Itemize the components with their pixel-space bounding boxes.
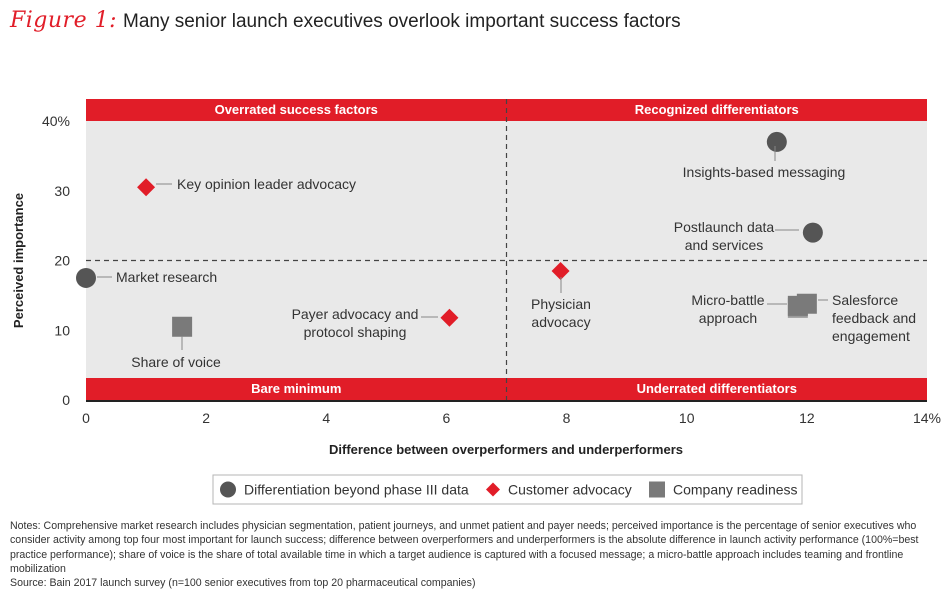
legend-label: Differentiation beyond phase III data [244, 482, 469, 498]
data-point-label-line: approach [699, 310, 757, 326]
data-point-label: Share of voice [131, 354, 221, 370]
x-tick-label: 0 [82, 410, 90, 426]
y-axis-title: Perceived importance [11, 193, 26, 328]
data-point-label-line: Market research [116, 269, 217, 285]
data-point-label: Salesforce feedback and engagement [832, 292, 916, 344]
legend-label: Customer advocacy [508, 482, 632, 498]
data-point-circle [802, 222, 823, 243]
data-point-label: Micro-battle approach [691, 292, 764, 326]
quadrant-label-top-left: Overrated success factors [215, 102, 378, 117]
legend-marker-diamond [486, 482, 500, 497]
legend-marker-square [649, 481, 665, 498]
data-point-label-line: Salesforce [832, 292, 898, 308]
x-tick-label: 4 [322, 410, 330, 426]
data-point-circle [76, 267, 96, 288]
data-point-label-line: advocacy [531, 314, 590, 330]
data-point-label-line: protocol shaping [304, 324, 407, 340]
data-point-diamond [137, 178, 156, 197]
data-point-diamond [551, 261, 570, 280]
data-point-label: Insights-based messaging [683, 164, 846, 180]
y-tick-label: 40% [42, 113, 70, 129]
notes-block: Notes: Comprehensive market research inc… [10, 519, 940, 590]
data-point-label-line: feedback and [832, 310, 916, 326]
y-tick-label: 10 [54, 322, 70, 338]
data-point-label-line: Key opinion leader advocacy [177, 176, 356, 192]
x-tick-label: 12 [799, 410, 815, 426]
legend-box [212, 474, 803, 505]
x-axis-title: Difference between overperformers and un… [329, 442, 683, 457]
data-point-label: Payer advocacy and protocol shaping [292, 306, 419, 340]
figure-label: Figure 1: [10, 8, 117, 33]
x-tick-label: 8 [563, 410, 571, 426]
quadrant-label-bottom-left: Bare minimum [251, 381, 341, 396]
data-point-label-line: Share of voice [131, 354, 221, 370]
data-point-label-line: Postlaunch data [674, 219, 775, 235]
y-tick-label: 20 [54, 253, 70, 269]
y-tick-label: 0 [62, 392, 70, 408]
data-point-label: Key opinion leader advocacy [177, 176, 356, 192]
data-point-label: Postlaunch data and services [674, 219, 775, 253]
data-point-label-line: Physician [531, 296, 591, 312]
x-tick-label: 2 [202, 410, 210, 426]
data-point-label: Market research [116, 269, 217, 285]
figure-title: Many senior launch executives overlook i… [123, 11, 681, 32]
figure-title-row: Figure 1: Many senior launch executives o… [10, 8, 940, 42]
data-point-label-line: Insights-based messaging [683, 164, 846, 180]
data-point-circle [766, 131, 787, 152]
x-tick-label: 6 [443, 410, 451, 426]
data-point-label-line: and services [685, 237, 764, 253]
data-point-label: Physician advocacy [531, 296, 591, 330]
data-point-diamond [440, 308, 459, 327]
x-tick-label: 14% [913, 410, 941, 426]
data-point-label-line: Micro-battle [691, 292, 764, 308]
legend-label: Company readiness [673, 482, 798, 498]
data-point-square [172, 316, 193, 337]
legend-marker-circle [220, 481, 236, 498]
quadrant-label-top-right: Recognized differentiators [635, 102, 799, 117]
scatter-chart: Overrated success factors Recognized diff… [11, 99, 941, 505]
data-point-label-line: engagement [832, 328, 910, 344]
data-point-square [796, 293, 817, 314]
source-text: Source: Bain 2017 launch survey (n=100 s… [10, 577, 476, 590]
y-tick-label: 30 [54, 183, 70, 199]
data-point-label-line: Payer advocacy and [292, 306, 419, 322]
notes-text: Notes: Comprehensive market research inc… [10, 520, 919, 575]
plot-background [86, 99, 927, 400]
x-tick-label: 10 [679, 410, 695, 426]
quadrant-label-bottom-right: Underrated differentiators [637, 381, 797, 396]
